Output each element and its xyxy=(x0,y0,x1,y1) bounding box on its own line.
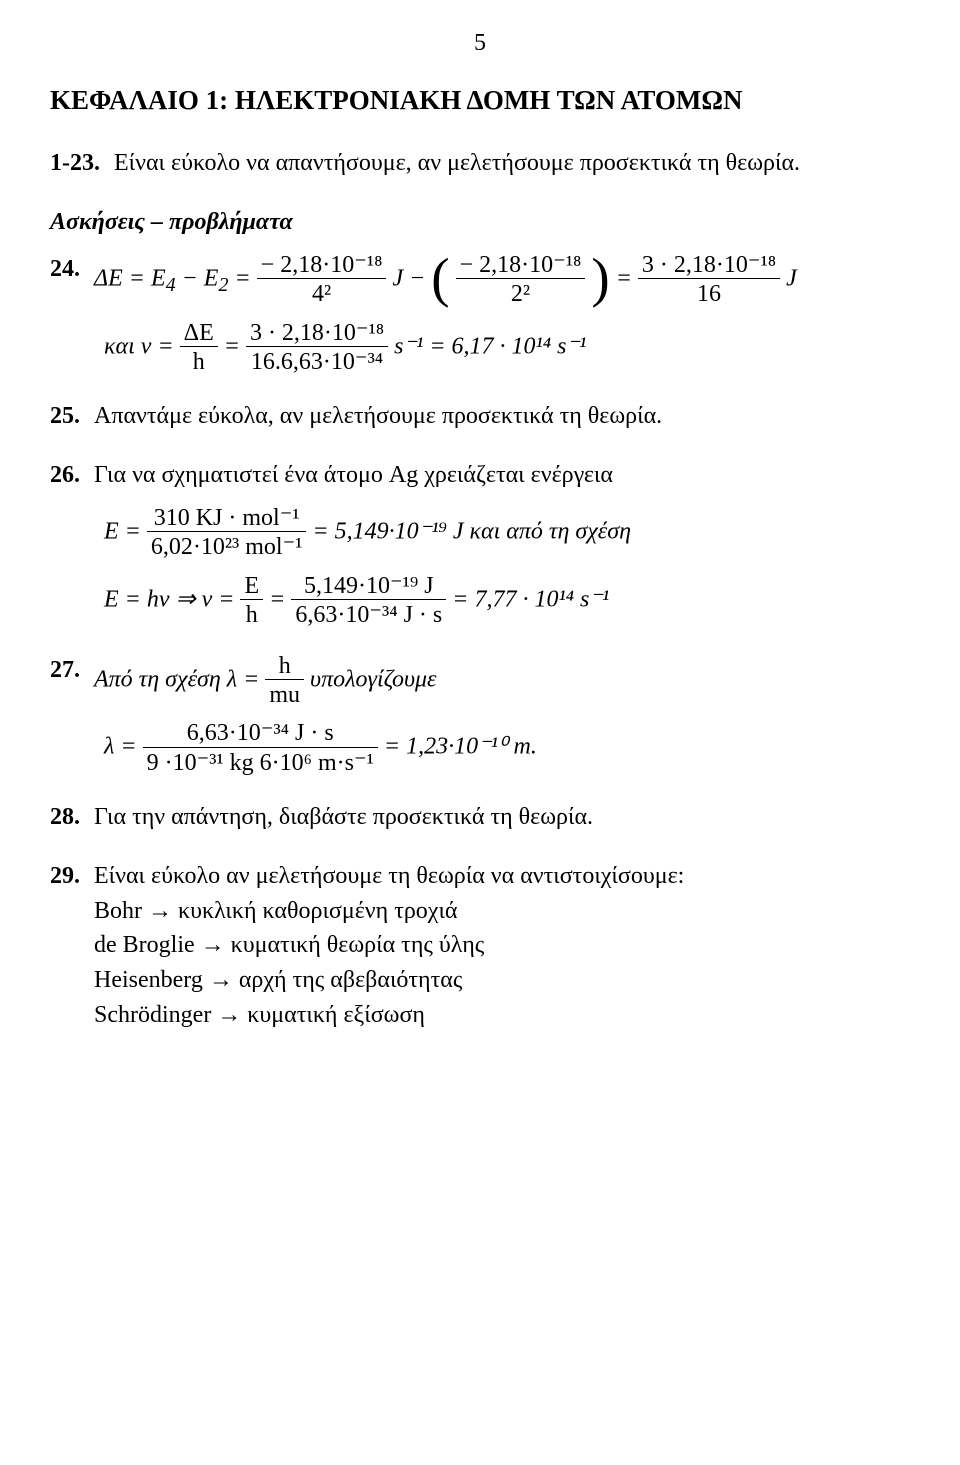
numerator: − 2,18·10⁻¹⁸ xyxy=(456,252,586,278)
item-number: 25. xyxy=(50,399,80,434)
item-text: Για να σχηματιστεί ένα άτομο Ag χρειάζετ… xyxy=(94,458,613,493)
numerator: h xyxy=(265,653,304,679)
item-number: 29. xyxy=(50,859,80,894)
denominator: 9 ·10⁻³¹ kg 6·10⁶ m·s⁻¹ xyxy=(143,747,378,776)
eq-24a: ΔE = E4 − E2 = − 2,18·10⁻¹⁸4² J − ( − 2,… xyxy=(94,252,797,308)
text: = xyxy=(228,265,256,291)
text: = xyxy=(616,265,638,291)
numerator: 3 · 2,18·10⁻¹⁸ xyxy=(638,252,780,278)
numerator: 3 · 2,18·10⁻¹⁸ xyxy=(246,320,388,346)
text: = xyxy=(269,586,291,612)
item-text: Είναι εύκολο αν μελετήσουμε τη θεωρία να… xyxy=(94,859,684,894)
item-line: de Broglie → κυματική θεωρία της ύλης xyxy=(94,928,684,963)
eq-24b: και ν = ΔEh = 3 · 2,18·10⁻¹⁸16.6,63·10⁻³… xyxy=(104,320,910,376)
item-number: 27. xyxy=(50,653,80,688)
eq-26b: E = hν ⇒ ν = Eh = 5,149·10⁻¹⁹ J6,63·10⁻³… xyxy=(104,573,910,629)
page-number: 5 xyxy=(50,30,910,57)
item-line: Schrödinger → κυματική εξίσωση xyxy=(94,998,684,1033)
text: s⁻¹ = 6,17 · 10¹⁴ s⁻¹ xyxy=(394,333,586,359)
chapter-title: ΚΕΦΑΛΑΙΟ 1: ΗΛΕΚΤΡΟΝΙΑΚΗ ΔΟΜΗ ΤΩΝ ΑΤΟΜΩΝ xyxy=(50,85,910,116)
item-25: 25. Απαντάμε εύκολα, αν μελετήσουμε προσ… xyxy=(50,399,910,434)
denominator: mu xyxy=(265,679,304,708)
numerator: − 2,18·10⁻¹⁸ xyxy=(257,252,387,278)
item-text: Για την απάντηση, διαβάστε προσεκτικά τη… xyxy=(94,800,593,835)
denominator: 6,63·10⁻³⁴ J · s xyxy=(291,599,446,628)
numerator: ΔE xyxy=(180,320,218,346)
text: J xyxy=(786,265,797,291)
item-29: 29. Είναι εύκολο αν μελετήσουμε τη θεωρί… xyxy=(50,859,910,1033)
denominator: 16 xyxy=(638,278,780,307)
item-line: Bohr → κυκλική καθορισμένη τροχιά xyxy=(94,894,684,929)
item-26: 26. Για να σχηματιστεί ένα άτομο Ag χρει… xyxy=(50,458,910,628)
item-number: 1-23. xyxy=(50,146,100,181)
item-text: Είναι εύκολο να απαντήσουμε, αν μελετήσο… xyxy=(114,146,800,181)
text: υπολογίζουμε xyxy=(310,666,436,692)
denominator: h xyxy=(240,599,263,628)
eq-26a: E = 310 KJ · mol⁻¹6,02·10²³ mol⁻¹ = 5,14… xyxy=(104,505,910,561)
text: και ν = xyxy=(104,333,180,359)
text: = 5,149·10⁻¹⁹ J και από τη σχέση xyxy=(312,518,631,544)
numerator: E xyxy=(240,573,263,599)
text: λ = xyxy=(104,734,143,760)
item-number: 28. xyxy=(50,800,80,835)
section-title: Ασκήσεις – προβλήματα xyxy=(50,209,910,236)
text: = 7,77 · 10¹⁴ s⁻¹ xyxy=(452,586,609,612)
sub: 2 xyxy=(218,274,228,296)
numerator: 6,63·10⁻³⁴ J · s xyxy=(143,720,378,746)
denominator: 6,02·10²³ mol⁻¹ xyxy=(147,531,307,560)
item-text: Απαντάμε εύκολα, αν μελετήσουμε προσεκτι… xyxy=(94,399,662,434)
item-28: 28. Για την απάντηση, διαβάστε προσεκτικ… xyxy=(50,800,910,835)
text: = 1,23·10⁻¹⁰ m. xyxy=(384,734,537,760)
text: J − xyxy=(392,265,431,291)
item-line: Heisenberg → αρχή της αβεβαιότητας xyxy=(94,963,684,998)
eq-27b: λ = 6,63·10⁻³⁴ J · s9 ·10⁻³¹ kg 6·10⁶ m·… xyxy=(104,720,910,776)
denominator: 4² xyxy=(257,278,387,307)
numerator: 310 KJ · mol⁻¹ xyxy=(147,505,307,531)
eq-27a: Από τη σχέση λ = hmu υπολογίζουμε xyxy=(94,653,436,709)
text: − E xyxy=(176,265,219,291)
sub: 4 xyxy=(166,274,176,296)
item-number: 24. xyxy=(50,252,80,287)
text: ΔE = E xyxy=(94,265,166,291)
item-number: 26. xyxy=(50,458,80,493)
text: = xyxy=(224,333,246,359)
paren-right-icon: ) xyxy=(591,250,609,305)
text: E = xyxy=(104,518,147,544)
item-24: 24. ΔE = E4 − E2 = − 2,18·10⁻¹⁸4² J − ( … xyxy=(50,252,910,376)
denominator: 2² xyxy=(456,278,586,307)
numerator: 5,149·10⁻¹⁹ J xyxy=(291,573,446,599)
denominator: h xyxy=(180,346,218,375)
text: Από τη σχέση λ = xyxy=(94,666,265,692)
text: E = hν ⇒ ν = xyxy=(104,586,240,612)
denominator: 16.6,63·10⁻³⁴ xyxy=(246,346,388,375)
item-27: 27. Από τη σχέση λ = hmu υπολογίζουμε λ … xyxy=(50,653,910,777)
paren-left-icon: ( xyxy=(431,250,449,305)
item-1-23: 1-23. Είναι εύκολο να απαντήσουμε, αν με… xyxy=(50,146,910,181)
